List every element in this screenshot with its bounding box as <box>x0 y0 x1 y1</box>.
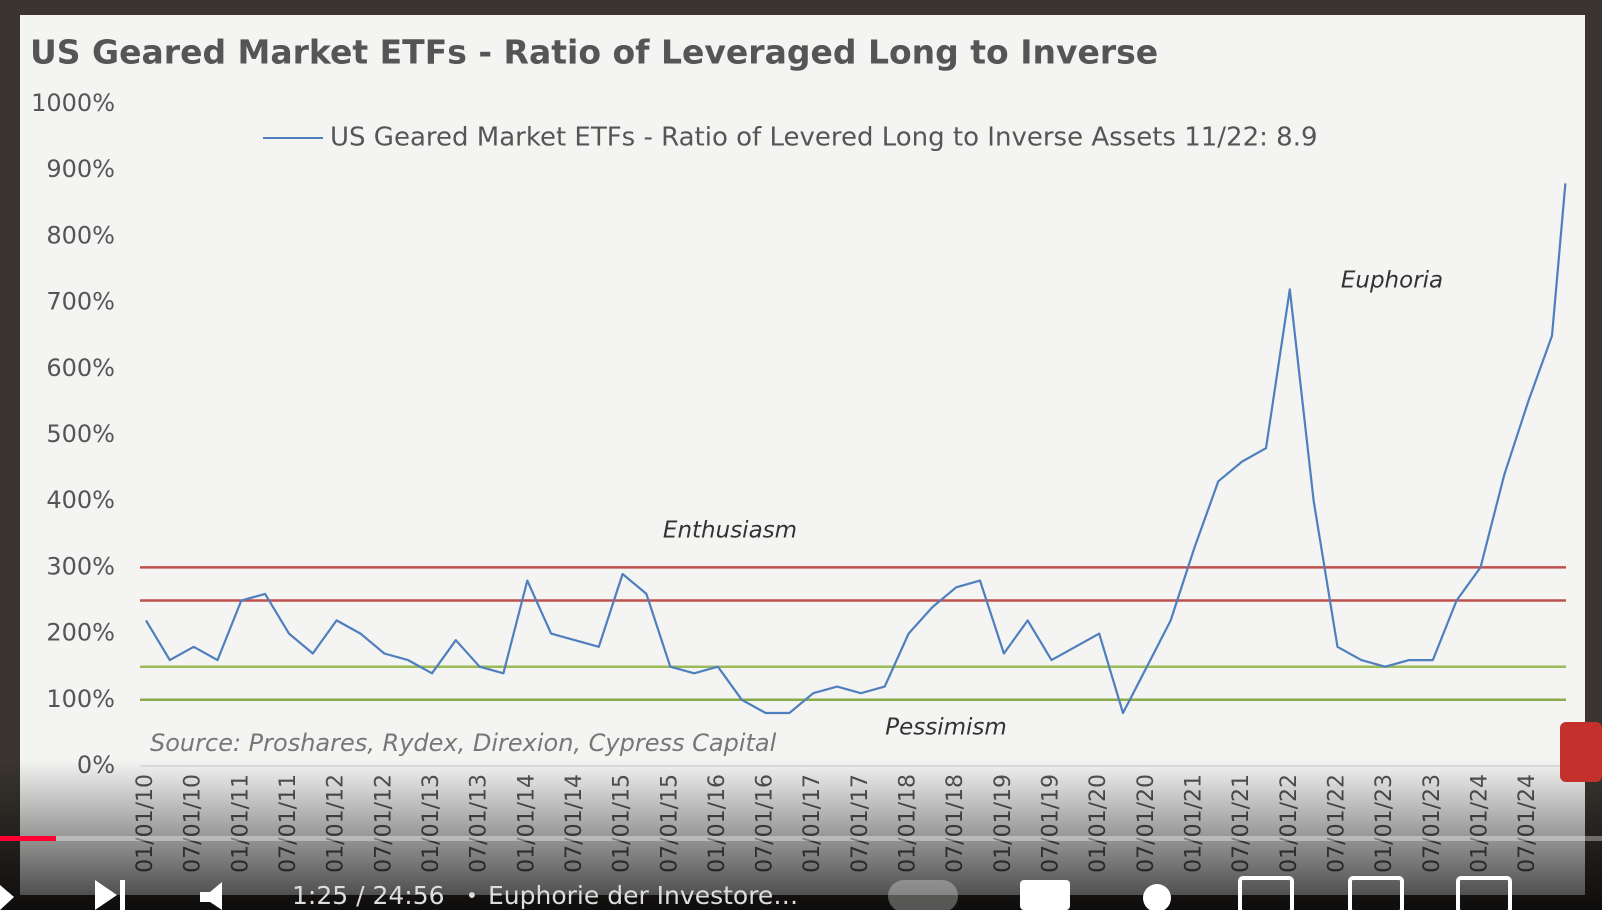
settings-button[interactable] <box>1143 884 1171 910</box>
video-title[interactable]: Euphorie der Investore… <box>488 881 798 910</box>
next-button-bar <box>120 880 125 910</box>
y-tick-label: 300% <box>46 552 115 580</box>
cast-button[interactable] <box>1456 876 1512 910</box>
theater-button[interactable] <box>1348 876 1404 910</box>
data-line <box>145 183 1567 715</box>
subtitles-button[interactable] <box>1020 880 1070 910</box>
chart-panel <box>20 15 1585 895</box>
y-tick-label: 600% <box>46 354 115 382</box>
y-tick-label: 500% <box>46 420 115 448</box>
y-tick-label: 700% <box>46 288 115 316</box>
channel-badge[interactable] <box>1560 722 1602 782</box>
y-tick-label: 1000% <box>31 89 115 117</box>
source-note: Source: Proshares, Rydex, Direxion, Cypr… <box>150 729 777 757</box>
player-controls: 1:25 / 24:56 • Euphorie der Investore… <box>0 722 1602 910</box>
miniplayer-button[interactable] <box>1238 876 1294 910</box>
annotation: Enthusiasm <box>663 518 797 544</box>
y-tick-label: 200% <box>46 619 115 647</box>
separator: • <box>466 884 478 908</box>
next-button[interactable] <box>95 880 117 910</box>
y-tick-label: 900% <box>46 155 115 183</box>
legend-label: US Geared Market ETFs - Ratio of Levered… <box>330 123 1318 153</box>
progress-track[interactable] <box>0 836 1602 841</box>
chart-title: US Geared Market ETFs - Ratio of Leverag… <box>30 33 1158 72</box>
play-button[interactable] <box>0 885 14 910</box>
y-tick-label: 100% <box>46 685 115 713</box>
y-tick-label: 800% <box>46 221 115 249</box>
time-display: 1:25 / 24:56 <box>292 881 445 910</box>
annotation: Pessimism <box>885 715 1007 741</box>
volume-button[interactable] <box>200 882 222 910</box>
annotation: Euphoria <box>1341 268 1443 294</box>
progress-played <box>0 836 56 841</box>
autoplay-toggle[interactable] <box>888 880 958 910</box>
player-shade <box>0 760 1602 910</box>
y-tick-label: 400% <box>46 486 115 514</box>
